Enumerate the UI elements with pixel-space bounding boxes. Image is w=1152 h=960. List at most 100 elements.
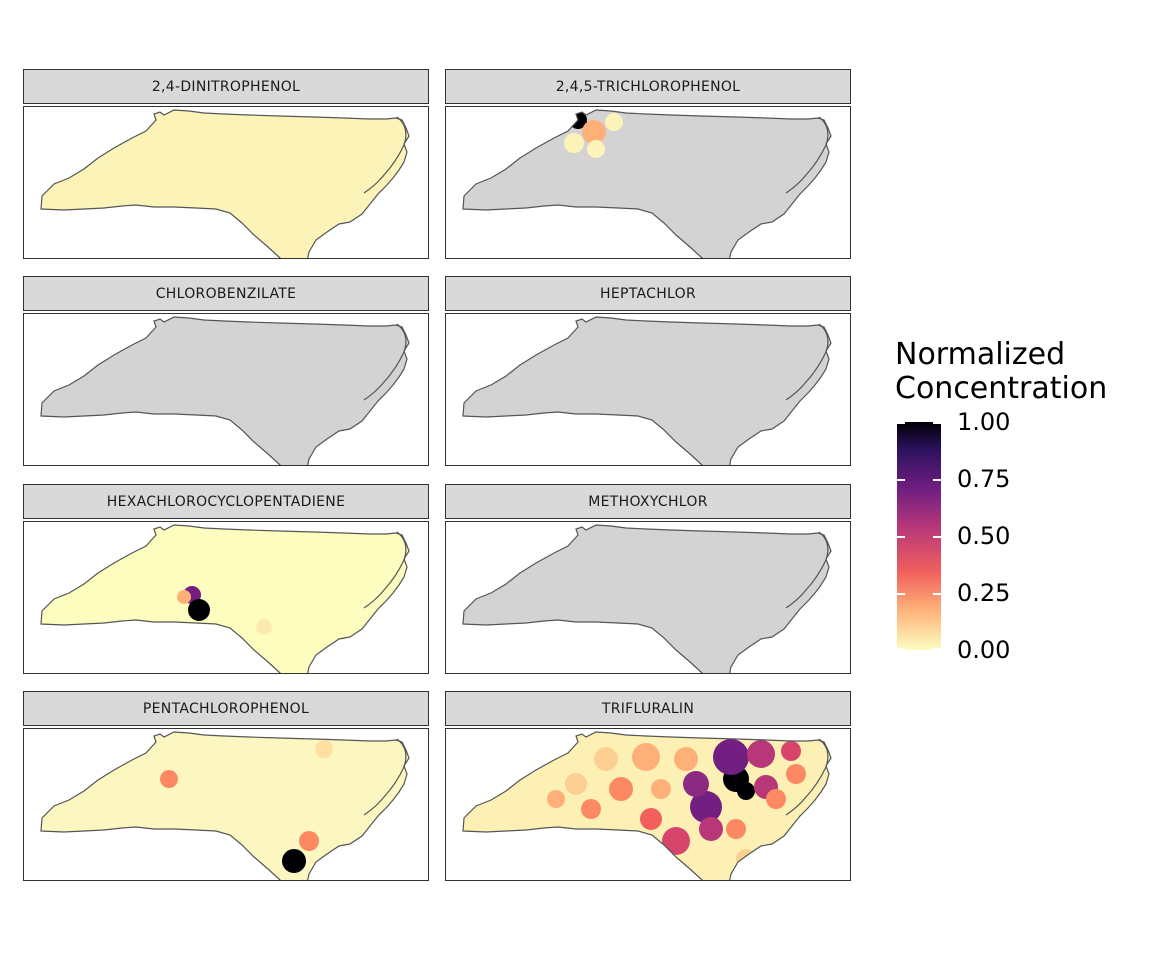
map-area (23, 521, 429, 674)
outer-banks (785, 323, 829, 401)
state-outline (462, 524, 832, 673)
outer-banks (785, 738, 829, 816)
state-outline (40, 731, 410, 880)
county-highlight (177, 590, 191, 604)
legend-tick-label: 0.75 (957, 465, 1011, 493)
county-highlight (781, 741, 801, 761)
map-area (23, 728, 429, 881)
county-highlight (299, 831, 319, 851)
county-highlight (609, 777, 633, 801)
facet-title: METHOXYCHLOR (588, 493, 708, 510)
map-area (445, 106, 851, 259)
facet-strip: HEXACHLOROCYCLOPENTADIENE (23, 484, 429, 519)
state-fill (41, 525, 409, 673)
outer-banks (363, 738, 407, 816)
facet-title: HEPTACHLOR (600, 285, 696, 302)
facet-title: HEXACHLOROCYCLOPENTADIENE (106, 493, 346, 510)
facet-panel: HEPTACHLOR (445, 276, 851, 466)
legend-tick-label: 1.00 (957, 408, 1011, 436)
facet-panel: CHLOROBENZILATE (23, 276, 429, 466)
facet-strip: 2,4-DINITROPHENOL (23, 69, 429, 104)
facet-panel: METHOXYCHLOR (445, 484, 851, 674)
state-fill (41, 110, 409, 258)
county-highlight (160, 770, 178, 788)
state-outline (40, 109, 410, 258)
map-area (445, 728, 851, 881)
facet-title: 2,4-DINITROPHENOL (151, 78, 301, 95)
county-highlight (315, 740, 333, 758)
nc-map (40, 731, 410, 880)
outer-banks (363, 116, 407, 194)
facet-strip: TRIFLURALIN (445, 691, 851, 726)
county-highlight (683, 771, 709, 797)
county-highlight (651, 779, 671, 799)
county-highlight (547, 790, 565, 808)
legend: Normalized Concentration 1.00 0.75 0.50 … (895, 337, 1108, 665)
county-highlight (582, 120, 606, 144)
facet-strip: HEPTACHLOR (445, 276, 851, 311)
state-fill (463, 525, 831, 673)
county-highlight (640, 808, 662, 830)
county-highlight (581, 799, 601, 819)
nc-map (40, 109, 410, 258)
nc-map (40, 524, 410, 673)
state-outline (462, 731, 832, 880)
map-area (445, 521, 851, 674)
map-area (23, 313, 429, 466)
state-outline (40, 524, 410, 673)
facet-strip: 2,4,5-TRICHLOROPHENOL (445, 69, 851, 104)
nc-map (462, 316, 832, 465)
facet-strip: CHLOROBENZILATE (23, 276, 429, 311)
county-highlight (747, 740, 775, 768)
state-fill (41, 317, 409, 465)
state-outline (40, 316, 410, 465)
county-highlight (256, 619, 272, 635)
legend-tick-label: 0.25 (957, 579, 1011, 607)
county-highlight (282, 849, 306, 873)
legend-tick-label: 0.00 (957, 636, 1011, 664)
county-highlight (594, 747, 618, 771)
county-highlight (726, 819, 746, 839)
state-outline (462, 316, 832, 465)
nc-map (462, 731, 832, 880)
facet-title: TRIFLURALIN (601, 700, 695, 717)
county-highlight (632, 743, 660, 771)
nc-map (462, 524, 832, 673)
state-fill (463, 317, 831, 465)
county-highlight (690, 791, 722, 823)
facet-panel: 2,4-DINITROPHENOL (23, 69, 429, 259)
county-highlight (674, 747, 698, 771)
facet-panel: 2,4,5-TRICHLOROPHENOL (445, 69, 851, 259)
county-highlight (699, 817, 723, 841)
nc-map (40, 316, 410, 465)
map-area (23, 106, 429, 259)
map-area (445, 313, 851, 466)
facet-title: 2,4,5-TRICHLOROPHENOL (555, 78, 741, 95)
facet-panel: TRIFLURALIN (445, 691, 851, 881)
outer-banks (363, 531, 407, 609)
county-highlight (662, 827, 690, 855)
county-highlight (786, 764, 806, 784)
legend-title-line1: Normalized (895, 337, 1066, 372)
legend-tick-label: 0.50 (957, 522, 1011, 550)
county-highlight (766, 789, 786, 809)
facet-title: CHLOROBENZILATE (155, 285, 297, 302)
county-highlight (564, 133, 584, 153)
facet-strip: METHOXYCHLOR (445, 484, 851, 519)
county-highlight (605, 113, 623, 131)
outer-banks (363, 323, 407, 401)
facet-strip: PENTACHLOROPHENOL (23, 691, 429, 726)
nc-map (462, 109, 832, 258)
facet-panel: HEXACHLOROCYCLOPENTADIENE (23, 484, 429, 674)
county-highlight (565, 773, 587, 795)
state-outline (462, 109, 832, 258)
legend-title-line2: Concentration (895, 371, 1108, 406)
outer-banks (785, 116, 829, 194)
facet-title: PENTACHLOROPHENOL (142, 700, 310, 717)
county-highlight (188, 599, 210, 621)
county-highlight (713, 739, 749, 775)
county-highlight (737, 782, 755, 800)
state-fill (463, 110, 831, 258)
facet-panel: PENTACHLOROPHENOL (23, 691, 429, 881)
state-fill (41, 732, 409, 880)
